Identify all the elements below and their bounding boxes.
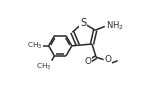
Text: O: O (104, 55, 111, 64)
Text: S: S (80, 18, 86, 28)
Text: CH$_3$: CH$_3$ (36, 62, 51, 72)
Text: NH$_2$: NH$_2$ (106, 19, 123, 32)
Text: O: O (85, 57, 92, 66)
Text: CH$_3$: CH$_3$ (27, 41, 42, 51)
